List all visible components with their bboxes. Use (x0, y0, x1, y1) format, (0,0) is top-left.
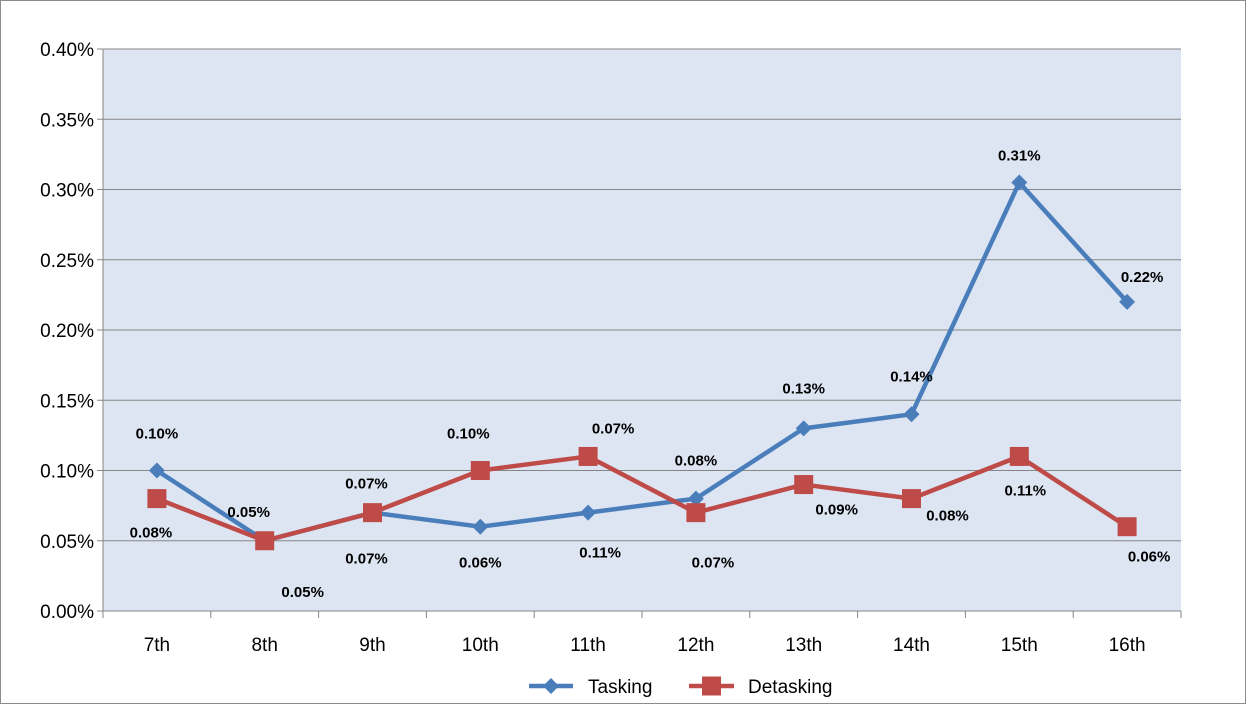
x-tick-label: 7th (144, 635, 170, 656)
x-tick-label: 15th (1001, 635, 1038, 656)
y-tick-label: 0.20% (40, 321, 94, 342)
x-tick-label: 16th (1109, 635, 1146, 656)
diamond-marker (543, 678, 559, 694)
data-label: 0.07% (592, 420, 635, 437)
data-label: 0.11% (1004, 482, 1046, 499)
data-label: 0.07% (345, 551, 388, 568)
data-label: 0.08% (130, 525, 173, 542)
series-line-detasking (156, 454, 1129, 543)
y-tick-label: 0.00% (40, 602, 94, 623)
y-tick-label: 0.05% (40, 532, 94, 553)
x-tick-label: 8th (251, 635, 277, 656)
diamond-marker (795, 420, 812, 437)
diamond-marker (580, 504, 597, 521)
diamond-marker (1011, 174, 1028, 191)
square-marker (363, 503, 382, 523)
data-label: 0.07% (692, 555, 735, 572)
legend-label: Detasking (748, 677, 833, 698)
data-label: 0.09% (815, 502, 858, 519)
data-label: 0.10% (447, 426, 490, 443)
x-tick-label: 10th (462, 635, 499, 656)
x-tick-label: 12th (677, 635, 714, 656)
data-label: 0.05% (281, 584, 324, 601)
data-label: 0.13% (782, 380, 825, 397)
data-label: 0.08% (926, 508, 969, 525)
data-label: 0.11% (579, 545, 621, 562)
data-labels: 0.10% 0.05% 0.07% 0.06% 0.11% 0.08% 0.13% 0.14%… (130, 147, 1171, 600)
data-label: 0.05% (227, 504, 270, 521)
data-label: 0.14% (890, 368, 933, 385)
square-marker (578, 446, 598, 466)
square-marker (702, 676, 721, 696)
diamond-marker (472, 518, 489, 535)
diamond-marker (1119, 293, 1136, 310)
legend: Tasking Detasking (529, 676, 833, 698)
diamond-marker (687, 490, 704, 507)
square-marker (902, 489, 921, 509)
square-marker (794, 475, 814, 495)
y-tick-label: 0.10% (40, 462, 94, 483)
x-tick-label: 13th (785, 635, 822, 656)
y-tick-label: 0.40% (40, 40, 94, 61)
data-label: 0.08% (675, 453, 718, 470)
data-label: 0.10% (136, 426, 179, 443)
x-tick-label: 9th (359, 635, 385, 656)
square-marker (1117, 517, 1137, 537)
axes: 0.00% 0.05% 0.10% 0.15% 0.20% 0.25% 0.30% 0.35%… (40, 40, 1182, 656)
diamond-marker (148, 462, 165, 479)
y-tick-label: 0.30% (40, 181, 94, 202)
y-tick-label: 0.25% (40, 251, 94, 272)
x-tick-label: 14th (893, 635, 930, 656)
series (147, 174, 1137, 551)
y-tick-label: 0.35% (40, 110, 94, 131)
square-marker (686, 503, 706, 523)
square-marker (1009, 446, 1029, 466)
data-label: 0.07% (345, 476, 388, 493)
square-marker (147, 489, 167, 509)
diamond-marker (903, 406, 920, 423)
y-tick-label: 0.15% (40, 391, 94, 412)
x-tick-label: 11th (570, 635, 606, 656)
data-label: 0.31% (998, 147, 1041, 164)
data-label: 0.06% (459, 555, 502, 572)
data-label: 0.06% (1128, 549, 1171, 566)
data-label: 0.22% (1121, 269, 1164, 286)
square-marker (255, 531, 275, 551)
legend-label: Tasking (588, 677, 652, 698)
square-marker (470, 461, 490, 480)
